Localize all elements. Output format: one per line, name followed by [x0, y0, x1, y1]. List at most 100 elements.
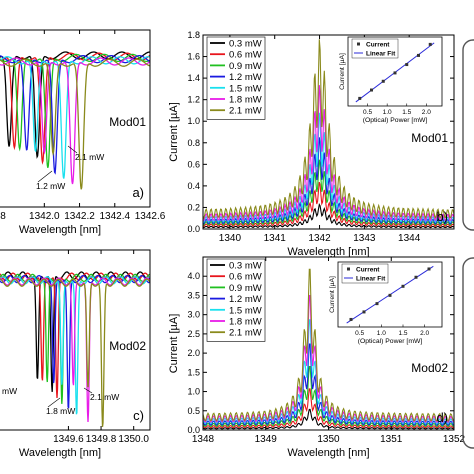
panel-label: d) [436, 410, 448, 425]
inset-x-tick-label: 0.5 [355, 330, 364, 337]
series-line [203, 319, 454, 425]
inset-point [414, 275, 418, 279]
series-line [203, 112, 454, 224]
x-tick-label: 1352 [443, 434, 466, 445]
inset-x-tick-label: 2.0 [420, 330, 429, 337]
inset-legend-box [341, 263, 389, 284]
series-line [203, 343, 454, 426]
panel-label: b) [436, 209, 448, 224]
legend-label: 2.1 mW [229, 328, 262, 339]
module-label: Mod01 [109, 115, 146, 129]
y-axis-label: Current [µA] [168, 314, 180, 374]
panel-a: 1342.0 1342.2 1342.4 1342.6 8 Wavelength [nm]… [0, 29, 166, 236]
inset-x-tick-label: 0.5 [363, 109, 372, 116]
inset-point [405, 63, 409, 67]
legend-label: 2.1 mW [229, 106, 262, 117]
inset-legend-label: Linear Fit [366, 51, 396, 58]
y-tick-label: 0.6 [187, 159, 200, 169]
y-tick-label: 2.5 [187, 329, 200, 339]
legend-label: 0.9 mW [229, 283, 262, 294]
annotation-leader [37, 170, 53, 183]
legend-label: 1.2 mW [229, 72, 262, 83]
x-tick-label: 1349.6 [53, 434, 84, 445]
plot-frame [0, 249, 151, 431]
inset-point [401, 284, 405, 288]
series-line [203, 202, 454, 229]
inset-x-tick-label: 1.0 [377, 330, 386, 337]
inset-legend-box [351, 38, 399, 59]
inset-point [428, 42, 432, 46]
series-line [203, 365, 454, 428]
inset-y-label: Current [µA] [329, 276, 336, 313]
y-tick-label: 0.0 [187, 224, 200, 234]
panel-c: 1349.6 1349.8 1350.0 Wavelength [nm] Mod02 c)… [0, 249, 151, 459]
module-label: Mod02 [109, 339, 146, 353]
x-tick-label: 1342.0 [29, 211, 60, 222]
y-tick-label: 1.4 [187, 73, 200, 83]
legend-label: 1.8 mW [229, 317, 262, 328]
inset-legend-label: Current [356, 267, 380, 274]
y-tick-label: 0.2 [187, 202, 200, 212]
inset-point [381, 79, 385, 83]
panel-label: c) [133, 408, 144, 423]
x-tick-label: 1340 [219, 233, 242, 244]
x-tick-label: 1348 [192, 434, 215, 445]
x-tick-label: 1343 [353, 233, 376, 244]
y-tick-label: 4.0 [187, 271, 200, 281]
y-tick-label: 1.6 [187, 52, 200, 62]
series-line [0, 58, 150, 190]
y-tick-label: 1.0 [187, 116, 200, 126]
series-line [203, 159, 454, 226]
legend-label: 0.3 mW [229, 39, 262, 50]
panel-b: 1340 1341 1342 1343 1344 0.0 0.2 0.4 0.6 0.8 1.0 1.… [168, 30, 455, 258]
y-tick-label: 0.8 [187, 138, 200, 148]
inset-point [427, 267, 431, 271]
x-axis-label: Wavelength [nm] [287, 447, 369, 459]
series-line [0, 57, 150, 185]
annotation-leader [67, 145, 78, 154]
y-tick-label: 1.8 [187, 30, 200, 40]
inset-x-tick-label: 2.0 [422, 109, 431, 116]
x-axis-label: Wavelength [nm] [19, 224, 101, 236]
annotation-leader [83, 387, 93, 394]
series-line [0, 276, 150, 415]
y-tick-label: 0.0 [187, 425, 200, 435]
series-group [0, 51, 150, 190]
x-tick-label: 1349 [255, 434, 278, 445]
series-line [203, 294, 454, 424]
series-line [0, 56, 150, 179]
legend-label: 1.5 mW [229, 83, 262, 94]
inset-x-label: (Optical) Power [mW] [363, 117, 428, 124]
series-line [0, 52, 150, 165]
series-line [203, 268, 454, 423]
legend-label: 0.6 mW [229, 272, 262, 283]
inset-point [370, 88, 373, 92]
series-line [203, 39, 454, 220]
x-tick-label: 1350.0 [118, 434, 149, 445]
inset-point [349, 317, 353, 321]
y-tick-label: 1.5 [187, 367, 200, 377]
inset-point [362, 310, 366, 314]
legend-label: 0.3 mW [229, 261, 262, 272]
inset-x-tick-label: 1.5 [402, 109, 411, 116]
x-tick-label: 1349.8 [86, 434, 117, 445]
panel-label: a) [132, 185, 144, 200]
plot-frame [0, 29, 151, 208]
inset-y-label: Current [µA] [339, 53, 346, 90]
inset-legend-marker [357, 42, 360, 46]
panel-d: 1348 1349 1350 1351 1352 0.0 0.5 1.0 1.5 2.0 2.5 3.… [168, 256, 466, 459]
inset-legend-label: Current [366, 42, 390, 49]
x-tick-label: 1341 [264, 233, 287, 244]
inset-legend-marker [347, 267, 350, 271]
inset-x-label: (Optical) Power [mW] [358, 338, 423, 345]
x-tick-label: 1342.2 [64, 211, 95, 222]
legend-label: 1.8 mW [229, 95, 262, 106]
plot-frame [202, 34, 455, 230]
y-tick-label: 2.0 [187, 348, 200, 358]
x-axis-label: Wavelength [nm] [287, 246, 369, 258]
module-label: Mod01 [411, 131, 448, 145]
series-line [203, 388, 454, 429]
y-tick-label: 1.0 [187, 387, 200, 397]
y-tick-label: 1.2 [187, 95, 200, 105]
